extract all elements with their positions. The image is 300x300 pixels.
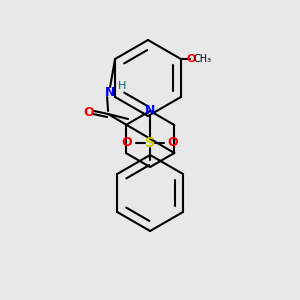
Text: S: S [145, 136, 155, 150]
Text: O: O [186, 54, 196, 64]
Text: H: H [118, 81, 126, 91]
Text: O: O [122, 136, 132, 149]
Text: N: N [145, 104, 155, 118]
Text: O: O [84, 106, 94, 118]
Text: N: N [105, 85, 115, 98]
Text: O: O [168, 136, 178, 149]
Text: CH₃: CH₃ [194, 54, 212, 64]
